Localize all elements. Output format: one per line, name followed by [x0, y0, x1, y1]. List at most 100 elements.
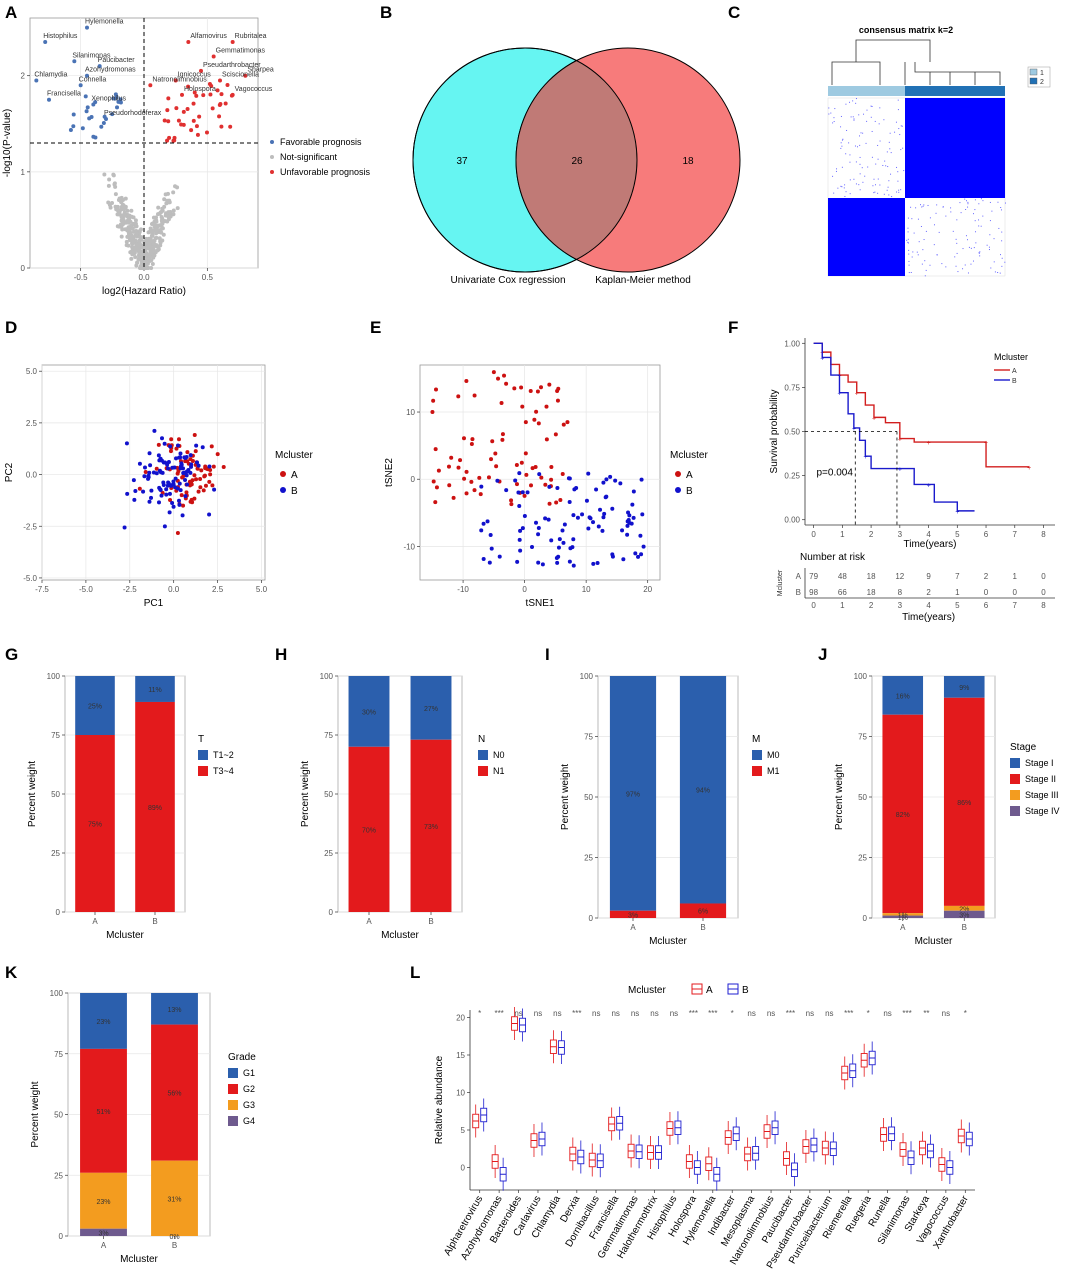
panel-letter-G: G [5, 645, 18, 664]
bar-label: 70% [362, 827, 376, 834]
volcano-point [159, 215, 164, 220]
tsne-point [509, 502, 514, 507]
heatmap-noise [865, 142, 867, 144]
tsne-point [524, 472, 529, 477]
heatmap-noise [874, 120, 876, 122]
tsne-point [464, 469, 469, 474]
volcano-point [140, 259, 145, 264]
bar-label: 86% [957, 800, 971, 807]
point-label: Sciscionella [222, 72, 259, 79]
volcano-point [160, 221, 165, 226]
heatmap-noise [965, 209, 967, 211]
volcano-point [137, 255, 142, 260]
heatmap-noise [975, 242, 977, 244]
pca-point [188, 470, 193, 475]
pca-point [168, 449, 173, 454]
point-label: Histophilus [43, 33, 78, 40]
tsne-point [600, 528, 605, 533]
risk-count: 12 [895, 572, 904, 581]
heatmap-noise [886, 151, 888, 153]
significance: ns [747, 1009, 755, 1018]
heatmap-noise [858, 114, 860, 116]
volcano-point [113, 184, 118, 189]
tsne-point [626, 517, 631, 522]
heatmap-noise [859, 173, 861, 175]
pca-point [173, 476, 178, 481]
volcano-point [68, 128, 73, 133]
volcano-point [101, 121, 106, 126]
risk-x-tick: 0 [811, 601, 816, 610]
legend-label: Stage III [1025, 790, 1059, 800]
y-tick-label: 75 [858, 733, 867, 742]
pca-point [195, 460, 200, 465]
risk-count: 8 [898, 588, 903, 597]
volcano-point [84, 109, 89, 114]
heatmap-noise [859, 189, 861, 191]
volcano-point [171, 138, 176, 143]
pca-point [175, 530, 180, 535]
heatmap-noise [850, 116, 852, 118]
point-label: Azohydromonas [85, 67, 136, 74]
heatmap-noise [988, 246, 990, 248]
heatmap-noise [883, 193, 885, 195]
y-tick-label: 50 [324, 790, 333, 799]
volcano-point [120, 213, 125, 218]
censor-mark: + [852, 426, 856, 433]
legend-label: B [686, 486, 693, 497]
bar-segment [151, 993, 198, 1025]
tsne-point [547, 484, 552, 489]
heatmap-noise [840, 142, 842, 144]
risk-x-tick: 3 [898, 601, 903, 610]
point-label: Pseudorhodoferax [104, 110, 162, 117]
heatmap-noise [882, 164, 884, 166]
tsne-point [554, 555, 559, 560]
risk-count: 0 [1041, 588, 1046, 597]
significance: *** [708, 1009, 717, 1018]
heatmap-noise [897, 171, 899, 173]
tsne-point [604, 477, 609, 482]
volcano-point [106, 200, 111, 205]
bar-label: 3% [98, 1230, 108, 1237]
y-tick-label: 100 [320, 672, 334, 681]
volcano-point [147, 242, 152, 247]
significance: * [478, 1009, 481, 1018]
y-tick-label: 75 [51, 731, 60, 740]
y-tick-label: 15 [456, 1051, 465, 1060]
heatmap-noise [859, 163, 861, 165]
bar-segment [943, 697, 985, 906]
volcano-point [218, 102, 223, 107]
tsne-point [535, 389, 540, 394]
dendrogram [831, 39, 1001, 85]
volcano-point [130, 226, 135, 231]
pca-point [195, 466, 200, 471]
tsne-point [561, 540, 566, 545]
legend-swatch [752, 750, 762, 760]
heatmap-noise [859, 144, 861, 146]
legend-marker [675, 487, 681, 493]
y-tick-label: 2 [21, 72, 26, 81]
heatmap-noise [907, 242, 909, 244]
volcano-point [191, 118, 196, 123]
x-tick-label: -2.5 [123, 585, 137, 594]
heatmap-noise [920, 225, 922, 227]
heatmap-noise [972, 260, 974, 262]
tsne-point [487, 560, 492, 565]
heatmap-noise [901, 125, 903, 127]
volcano-point [152, 242, 157, 247]
venn-count-intersection: 26 [571, 156, 583, 167]
heatmap-noise [962, 268, 964, 270]
bar-label: 89% [148, 805, 162, 812]
tsne-point [608, 474, 613, 479]
tsne-point [555, 398, 560, 403]
labeled-point [230, 92, 235, 97]
volcano-point [134, 224, 139, 229]
legend-label: M1 [767, 766, 780, 776]
pca-point [125, 491, 130, 496]
pca-point [178, 466, 183, 471]
pca-point [166, 481, 171, 486]
pca-point [148, 463, 153, 468]
volcano-point [147, 259, 152, 264]
tsne-point [446, 464, 451, 469]
heatmap-noise [870, 105, 872, 107]
